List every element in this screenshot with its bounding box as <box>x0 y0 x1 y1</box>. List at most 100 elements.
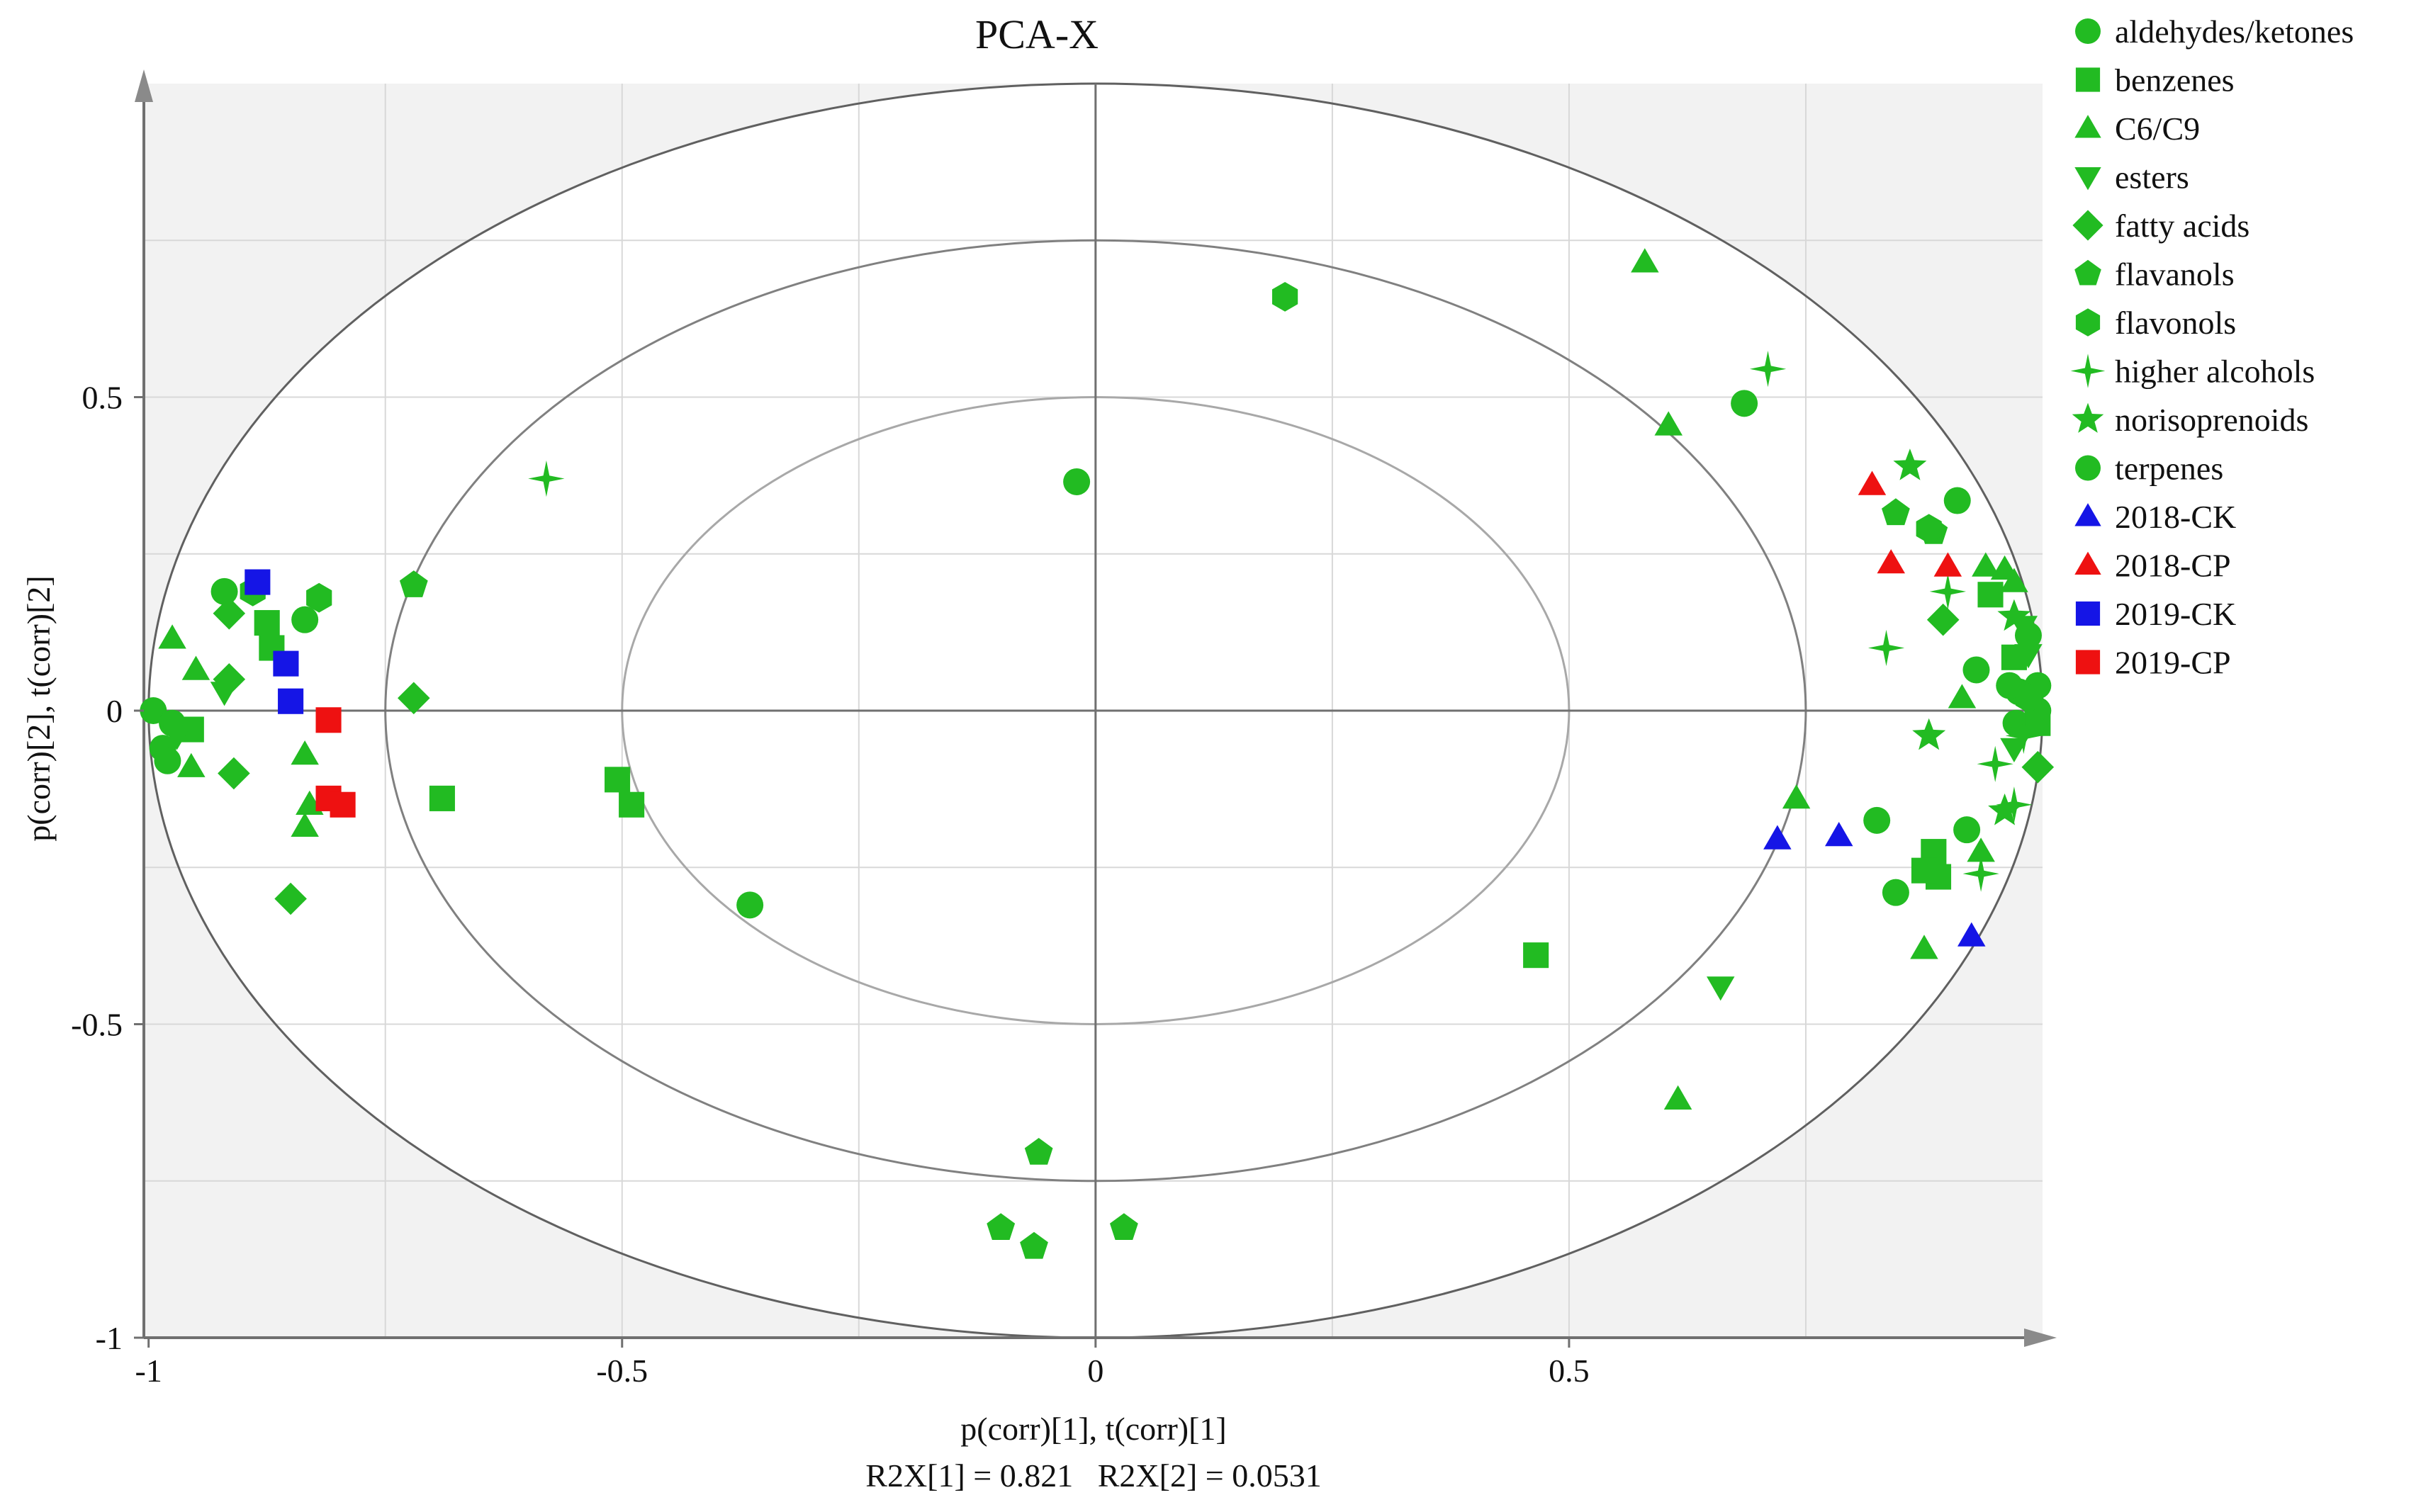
y-tick-label: -1 <box>96 1320 123 1356</box>
point-aldehydes-ketones <box>154 747 181 774</box>
point-benzenes <box>619 791 645 818</box>
point-fatty-acids <box>274 882 307 915</box>
legend-marker <box>2075 455 2101 481</box>
point-higher-alcohols <box>528 460 565 497</box>
point-c6-c9 <box>1967 837 1995 862</box>
point-esters <box>2014 644 2043 669</box>
point-c6-c9 <box>1663 1085 1692 1110</box>
point-terpenes <box>1863 806 1891 834</box>
point-esters <box>163 726 191 750</box>
legend-marker <box>2075 18 2101 44</box>
point-c6-c9 <box>1631 248 1659 273</box>
plot-area <box>135 69 2057 1347</box>
y-tick-label: -0.5 <box>71 1007 123 1043</box>
x-tick-label: -0.5 <box>596 1353 648 1389</box>
point-higher-alcohols <box>1749 351 1787 388</box>
point-terpenes <box>1063 468 1091 495</box>
point-2018-ck <box>1763 825 1792 850</box>
point-benzenes <box>605 767 631 793</box>
point-c6-c9 <box>291 812 319 837</box>
x-tick-label: 0 <box>1087 1353 1103 1389</box>
legend-label: norisoprenoids <box>2115 402 2308 438</box>
y-axis-label: p(corr)[2], t(corr)[2] <box>21 575 57 841</box>
legend-label: esters <box>2115 159 2189 196</box>
point-flavanols <box>1882 498 1910 526</box>
legend-marker <box>2074 167 2101 191</box>
point-c6-c9 <box>158 624 186 649</box>
legend-label: aldehydes/ketones <box>2115 13 2354 50</box>
point-flavanols <box>1020 1231 1048 1259</box>
legend-marker <box>2074 503 2101 526</box>
point-2018-cp <box>1877 549 1905 574</box>
point-norisoprenoids <box>1912 718 1946 750</box>
y-axis-arrow <box>135 69 153 102</box>
legend-label: C6/C9 <box>2115 111 2200 147</box>
point-aldehydes-ketones <box>1962 656 1990 684</box>
point-flavanols <box>1024 1138 1053 1165</box>
point-norisoprenoids <box>1988 793 2021 825</box>
point-fatty-acids <box>213 663 246 696</box>
point-2018-cp <box>1933 552 1962 577</box>
point-aldehydes-ketones <box>210 577 238 605</box>
legend-label: 2018-CP <box>2115 548 2231 584</box>
point-2019-ck <box>245 569 271 595</box>
point-benzenes <box>254 610 280 636</box>
point-higher-alcohols <box>2005 717 2042 755</box>
legend-label: higher alcohols <box>2115 354 2315 390</box>
legend-marker <box>2070 354 2106 388</box>
point-fatty-acids <box>1926 603 1960 636</box>
point-2018-ck <box>1957 922 1986 947</box>
point-flavonols <box>1272 282 1298 312</box>
x-tick-label: -1 <box>135 1353 162 1389</box>
point-2018-cp <box>1858 470 1887 495</box>
legend-label: flavanols <box>2115 256 2235 293</box>
point-flavanols <box>399 570 428 597</box>
point-c6-c9 <box>177 752 206 777</box>
point-flavanols <box>1110 1213 1138 1240</box>
legend-marker <box>2075 67 2101 92</box>
x-axis-ticks: -1 -0.5 0 0.5 <box>135 1338 1590 1389</box>
point-fatty-acids <box>218 757 250 790</box>
legend-label: fatty acids <box>2115 208 2249 244</box>
point-c6-c9 <box>1972 552 2000 577</box>
point-flavonols <box>306 582 332 613</box>
legend-label: 2019-CP <box>2115 645 2231 681</box>
legend-label: benzenes <box>2115 62 2235 98</box>
point-benzenes <box>1977 582 2004 608</box>
point-higher-alcohols <box>1962 855 1999 892</box>
point-flavanols <box>987 1213 1016 1240</box>
x-tick-label: 0.5 <box>1549 1353 1590 1389</box>
legend-marker <box>2072 402 2104 433</box>
legend-marker <box>2075 308 2101 337</box>
legend: aldehydes/ketones benzenes C6/C9 esters fatt… <box>2070 13 2354 681</box>
point-aldehydes-ketones <box>140 697 167 724</box>
point-terpenes <box>1996 672 2023 699</box>
point-c6-c9 <box>1910 935 1938 959</box>
y-tick-label: 0 <box>106 693 123 729</box>
point-terpenes <box>1882 879 1909 906</box>
point-c6-c9 <box>1782 784 1811 809</box>
point-2019-ck <box>273 650 299 677</box>
point-c6-c9 <box>1654 411 1683 436</box>
point-benzenes <box>1523 942 1549 969</box>
point-higher-alcohols <box>1977 745 2013 782</box>
point-aldehydes-ketones <box>1953 816 1981 844</box>
data-points <box>140 248 2055 1259</box>
point-higher-alcohols <box>1996 786 2033 823</box>
point-aldehydes-ketones <box>1943 487 1971 514</box>
point-terpenes <box>736 891 764 919</box>
y-axis-ticks: -1 -0.5 0 0.5 <box>71 380 144 1356</box>
point-c6-c9 <box>291 740 319 765</box>
legend-label: 2019-CK <box>2115 596 2236 632</box>
point-higher-alcohols <box>1929 573 1966 610</box>
y-tick-label: 0.5 <box>82 380 123 416</box>
point-flavonols <box>1916 514 1942 544</box>
point-aldehydes-ketones <box>1731 390 1758 417</box>
point-fatty-acids <box>398 682 430 715</box>
point-c6-c9 <box>181 655 210 680</box>
legend-marker <box>2075 650 2101 675</box>
point-benzenes <box>2025 710 2051 736</box>
point-2019-cp <box>315 707 342 733</box>
r2x-footnote: R2X[1] = 0.821 R2X[2] = 0.0531 <box>865 1457 1321 1494</box>
